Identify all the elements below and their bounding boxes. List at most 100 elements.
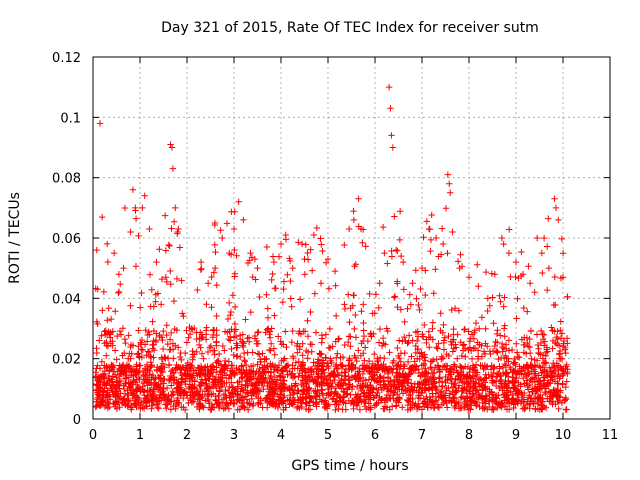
data-point — [117, 280, 124, 288]
data-point — [174, 380, 182, 388]
data-point — [325, 382, 333, 389]
data-point — [480, 348, 488, 355]
data-point — [308, 267, 316, 274]
data-point — [168, 144, 176, 151]
data-point — [103, 240, 111, 248]
data-point — [108, 363, 115, 370]
data-point — [206, 391, 213, 398]
data-point — [124, 387, 131, 394]
data-point — [310, 368, 317, 375]
data-point — [457, 368, 465, 376]
data-point — [450, 345, 457, 352]
data-point — [138, 346, 145, 353]
data-point — [170, 297, 178, 305]
data-point — [471, 344, 479, 352]
data-point — [339, 361, 346, 369]
data-point — [106, 396, 114, 403]
data-point — [145, 348, 153, 356]
data-point — [513, 374, 520, 382]
data-point — [416, 350, 423, 357]
data-point — [401, 318, 408, 326]
data-point — [144, 348, 152, 355]
data-point — [540, 342, 548, 349]
data-point — [301, 369, 309, 376]
data-point — [266, 328, 274, 335]
data-point — [173, 385, 180, 393]
data-point — [102, 327, 110, 334]
data-point — [357, 352, 365, 360]
data-point — [113, 405, 121, 412]
data-point — [466, 405, 474, 413]
data-point — [229, 292, 237, 299]
data-point — [226, 383, 233, 390]
data-point — [178, 277, 185, 284]
data-point — [143, 379, 150, 386]
data-point — [124, 403, 131, 410]
data-point — [324, 255, 332, 263]
data-point — [115, 288, 123, 296]
data-point — [313, 403, 320, 410]
data-point — [523, 372, 530, 380]
data-point — [318, 332, 326, 339]
data-point — [238, 363, 245, 370]
data-point — [217, 378, 225, 386]
data-point — [554, 373, 561, 380]
data-point — [545, 264, 553, 272]
data-point — [158, 275, 166, 283]
data-point — [121, 375, 129, 382]
data-point — [138, 336, 146, 344]
data-point — [554, 335, 561, 343]
data-point — [279, 298, 287, 306]
data-point — [270, 368, 278, 376]
data-point — [366, 290, 373, 298]
data-point — [541, 377, 548, 384]
data-point — [197, 258, 205, 266]
data-point — [437, 327, 444, 334]
data-point — [264, 362, 271, 369]
data-point — [109, 373, 117, 380]
data-point — [412, 400, 419, 408]
data-point — [163, 405, 170, 412]
data-point — [114, 390, 122, 397]
data-point — [190, 398, 197, 405]
data-point — [376, 325, 384, 333]
data-point — [117, 366, 125, 374]
data-point — [555, 355, 563, 362]
data-point — [360, 332, 368, 340]
data-point — [352, 391, 359, 398]
data-point — [94, 320, 101, 328]
data-point — [433, 344, 440, 351]
data-point — [207, 406, 214, 413]
data-point — [308, 341, 316, 348]
data-point — [482, 268, 490, 276]
data-point — [346, 318, 353, 326]
data-point — [502, 371, 509, 379]
data-point — [372, 362, 379, 370]
data-point — [210, 378, 218, 386]
data-point — [138, 289, 145, 297]
data-point — [209, 347, 217, 354]
data-point — [361, 403, 369, 410]
data-point — [388, 253, 396, 260]
data-point — [440, 337, 448, 344]
data-point — [360, 301, 367, 308]
data-point — [391, 293, 399, 300]
data-point — [439, 355, 447, 362]
data-point — [534, 400, 542, 408]
data-point — [177, 392, 184, 399]
data-point — [440, 346, 448, 353]
data-point — [443, 397, 450, 404]
data-point — [529, 386, 536, 393]
data-point — [282, 236, 290, 243]
data-point — [93, 365, 100, 372]
data-point — [167, 406, 175, 413]
data-point — [299, 362, 306, 369]
data-point — [134, 351, 141, 358]
data-point — [402, 374, 409, 381]
data-point — [236, 367, 244, 375]
data-point — [235, 366, 243, 373]
y-tick-label: 0.08 — [52, 172, 81, 187]
data-point — [231, 270, 239, 277]
data-point — [524, 308, 531, 315]
data-point — [176, 353, 184, 361]
